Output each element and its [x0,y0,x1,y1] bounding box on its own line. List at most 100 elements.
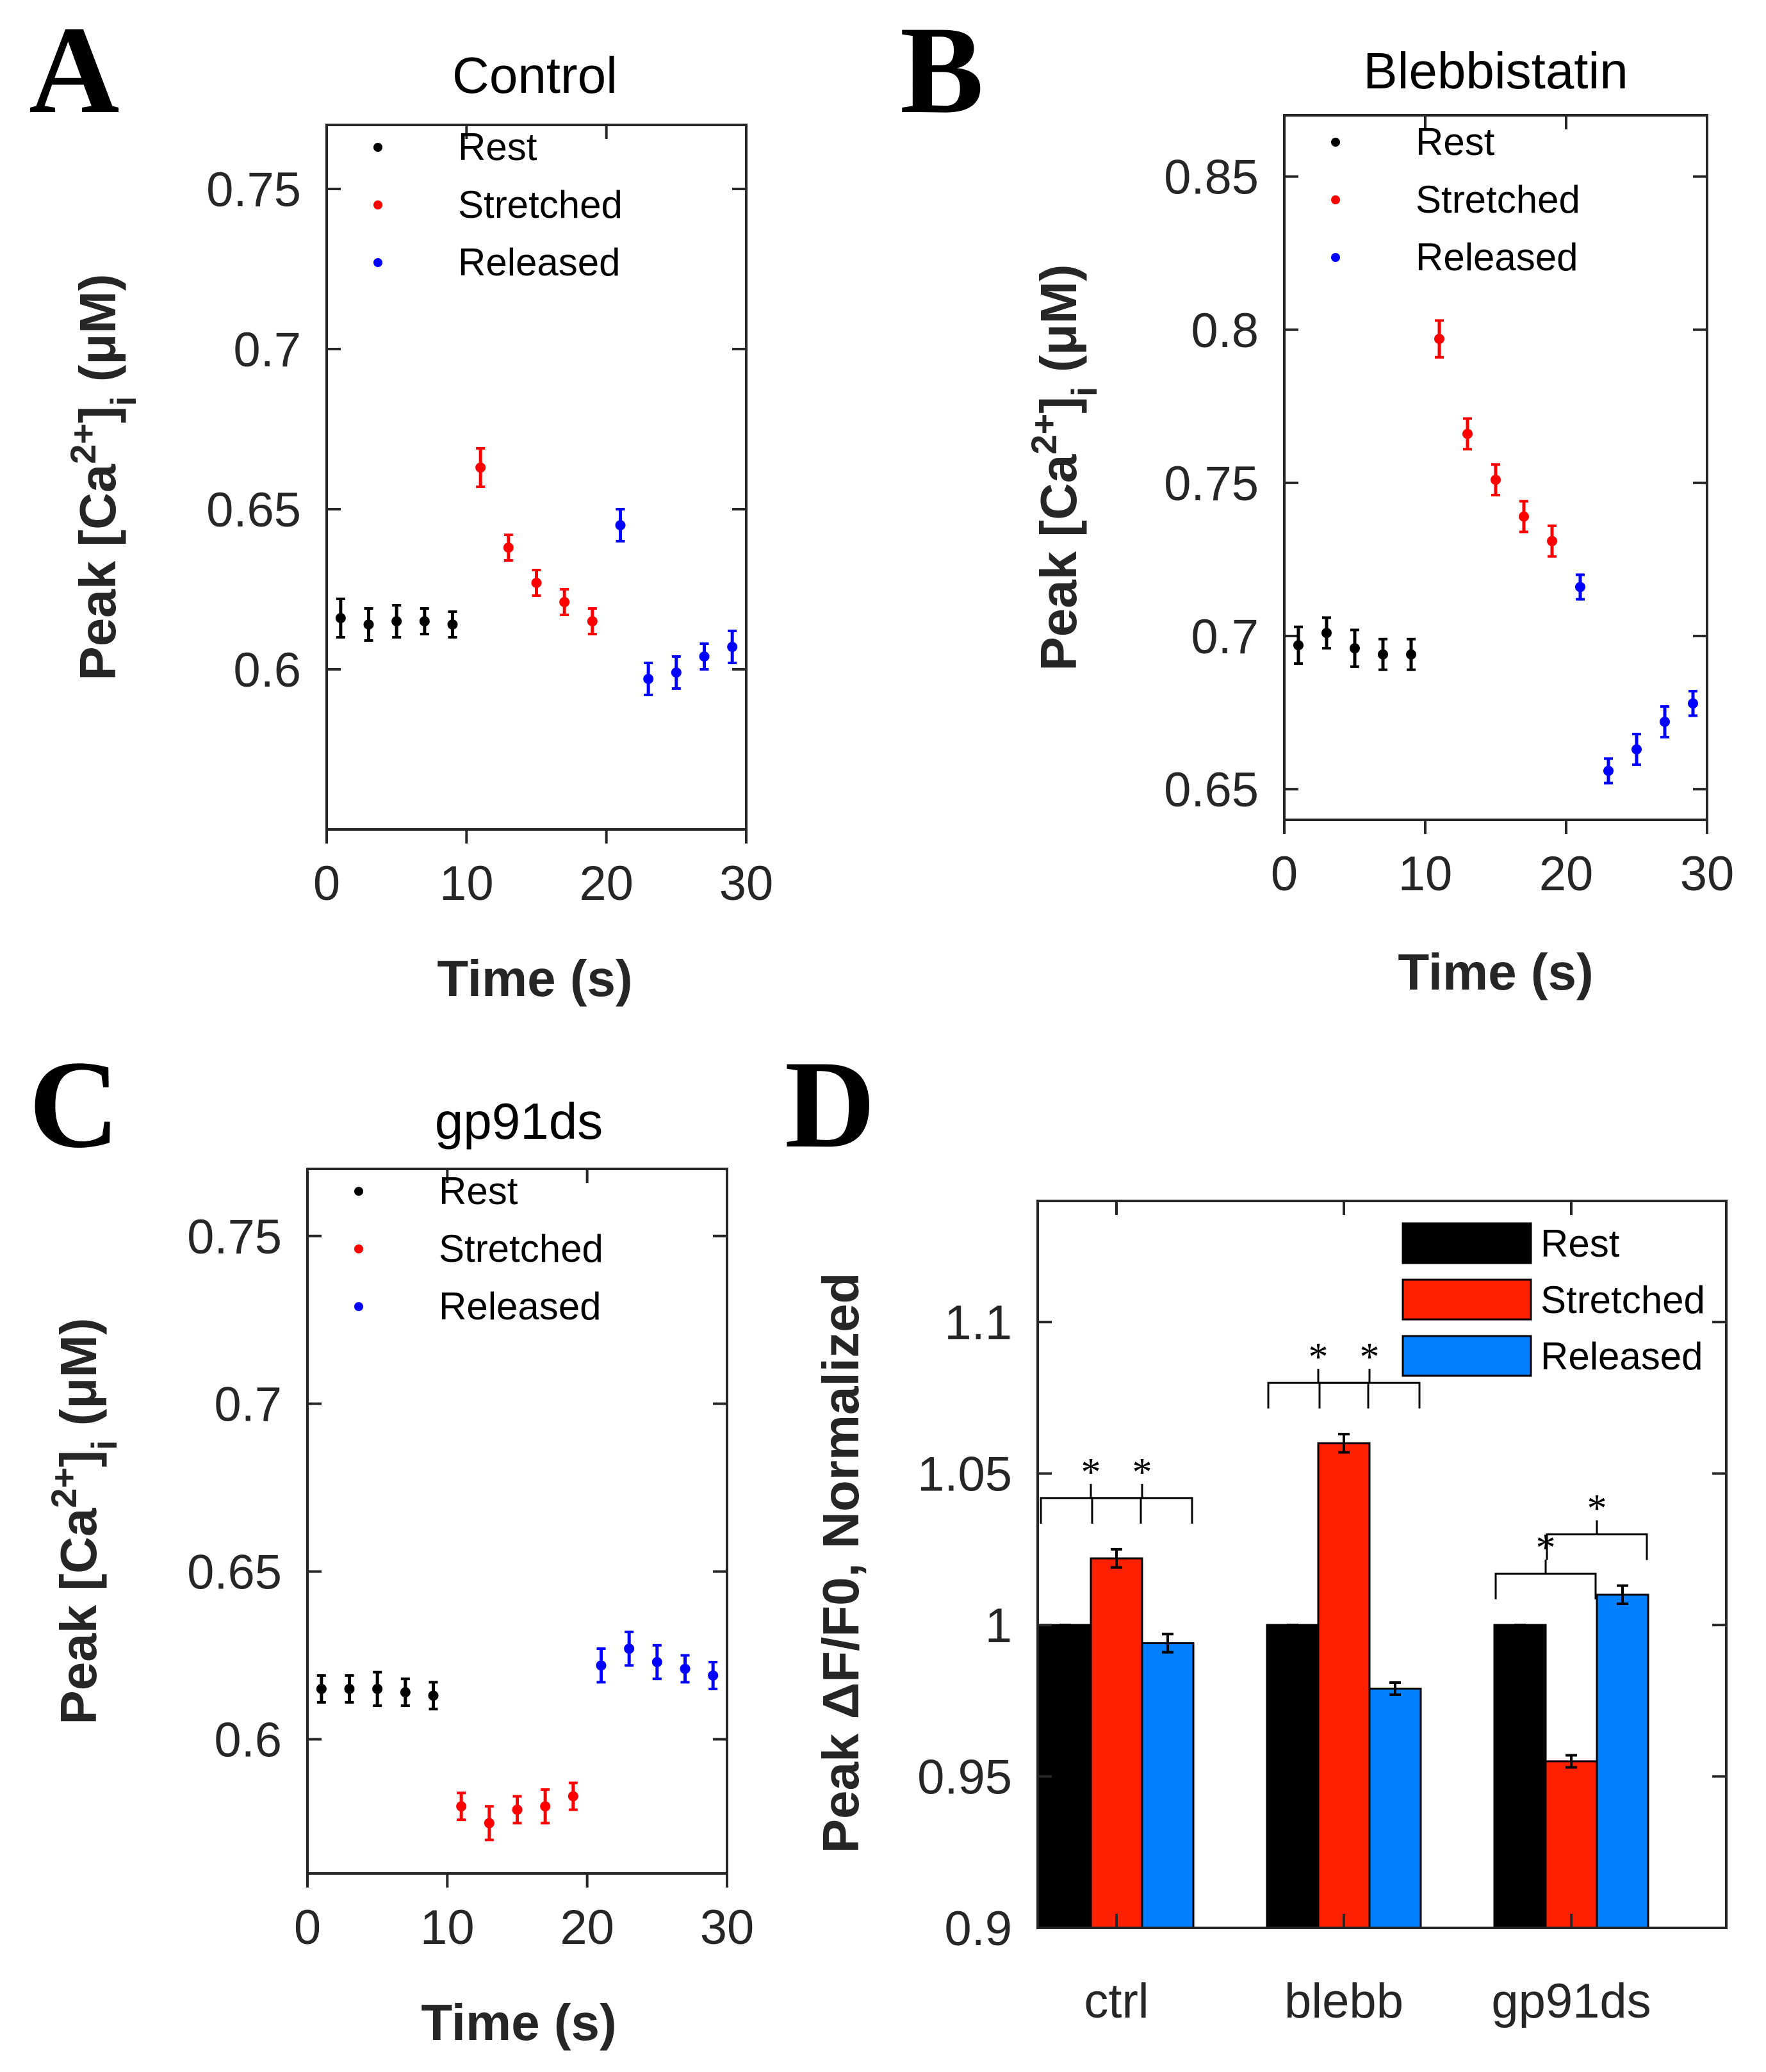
legend-swatch [1402,1222,1532,1264]
chart-title: Blebbistatin [1363,42,1628,99]
data-point [400,1687,411,1698]
data-point [456,1801,467,1812]
significance-star: * [1360,1335,1380,1379]
bar [1493,1624,1547,1929]
bar [1090,1557,1143,1929]
panel-a: A Control 0 10 20 30 0.6 0.65 0.7 0.75 Time (s) Pea… [29,1,773,1007]
legend-marker [373,143,382,152]
data-point [651,1657,662,1667]
legend-label: Stretched [1541,1278,1705,1321]
data-point [428,1690,439,1701]
panel-label: B [900,1,984,140]
data-point [391,616,402,626]
legend-marker [354,1187,363,1196]
x-tick-label: 10 [420,1900,475,1955]
bar [1141,1642,1195,1929]
data-point [1321,628,1332,639]
data-point [587,616,598,626]
x-tick-label: 10 [439,856,494,911]
significance-bracket: * [1318,1335,1421,1409]
data-point [363,619,374,630]
data-point [344,1683,355,1694]
bracket-line [1267,1382,1369,1409]
data-point [1603,765,1614,776]
data-point [1293,640,1304,651]
data-point [512,1804,523,1815]
legend-label: Released [439,1285,601,1328]
data-point [615,520,626,530]
bracket-line [1091,1497,1193,1524]
data-point [1378,649,1388,660]
legend-label: Rest [439,1170,518,1212]
bar [1368,1687,1422,1929]
y-axis-label: Peak [Ca2+]i (μM) [44,1317,124,1724]
legend-marker [1331,195,1340,204]
panel-label: A [29,1,120,140]
panel-label: C [29,1035,120,1174]
plot-frame [306,1168,728,1875]
y-tick-label: 0.65 [1164,763,1259,817]
x-tick-label: 30 [700,1900,755,1955]
x-tick-label: 20 [1539,847,1594,901]
y-tick-label: 1 [985,1599,1012,1653]
data-point [1434,334,1444,345]
y-tick-label: 0.65 [187,1546,282,1600]
data-point [1491,475,1501,485]
data-point [1575,582,1585,592]
data-point [699,651,710,662]
bracket-line [1040,1497,1142,1524]
significance-star: * [1081,1451,1101,1494]
significance-bracket: * [1040,1451,1142,1524]
legend-label: Rest [458,126,537,168]
x-axis-label: Time (s) [437,950,632,1007]
data-point [419,616,430,626]
legend-marker [373,258,382,267]
bracket-line [1494,1572,1597,1600]
bracket-line [1318,1382,1421,1409]
y-tick-label: 0.95 [917,1750,1012,1805]
plot-frame [325,124,748,831]
legend-marker [354,1302,363,1311]
data-point [1519,511,1529,522]
plot-frame [1283,114,1708,821]
legend-label: Released [458,241,621,284]
y-axis-label: Peak [Ca2+]i (μM) [1024,264,1104,671]
legend-label: Released [1416,236,1578,279]
y-tick-label: 0.7 [233,323,301,377]
significance-bracket: * [1091,1451,1193,1524]
panel-label: D [785,1035,876,1174]
y-axis-label: Peak ΔF/F0, Normalized [812,1273,869,1854]
x-tick-label: 0 [294,1900,321,1955]
plot-frame [1036,1200,1728,1929]
x-tick-label: 0 [1271,847,1298,901]
y-tick-label: 0.6 [233,643,301,697]
data-point [1547,535,1557,546]
data-point [1462,428,1473,439]
data-point [1660,716,1670,727]
legend-label: Released [1541,1335,1703,1378]
data-point [475,462,486,473]
significance-bracket: * [1267,1335,1369,1409]
data-point [727,642,738,652]
x-tick-label: 30 [1680,847,1735,901]
y-tick-label: 0.75 [187,1210,282,1264]
data-point [503,542,514,553]
data-point [680,1663,691,1674]
data-point [596,1660,607,1671]
y-tick-label: 0.75 [206,163,301,217]
significance-star: * [1536,1526,1556,1570]
legend-label: Rest [1416,120,1495,163]
data-point [1406,649,1416,660]
y-tick-label: 0.6 [214,1713,282,1767]
x-tick-label: 30 [719,856,774,911]
x-tick-label: 0 [313,856,340,911]
y-tick-label: 0.75 [1164,457,1259,511]
data-point [1688,698,1698,709]
data-point [484,1818,495,1829]
legend-label: Rest [1541,1222,1620,1265]
data-point [372,1683,383,1694]
x-axis-label: Time (s) [1398,943,1593,1000]
data-point [531,578,542,588]
